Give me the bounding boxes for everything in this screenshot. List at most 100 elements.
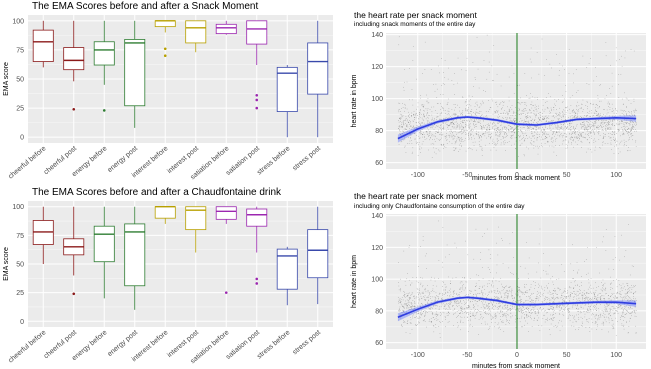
x-tick-label: 50 bbox=[563, 352, 571, 359]
scatter-point bbox=[433, 143, 435, 145]
scatter-point bbox=[581, 147, 582, 148]
scatter-point bbox=[408, 299, 410, 300]
scatter-point bbox=[626, 310, 627, 311]
scatter-point bbox=[630, 299, 632, 301]
scatter-point bbox=[568, 308, 569, 310]
scatter-point bbox=[569, 286, 570, 288]
scatter-point bbox=[520, 144, 522, 146]
scatter-point bbox=[428, 321, 430, 322]
scatter-point bbox=[600, 315, 601, 317]
scatter-point bbox=[476, 134, 477, 135]
scatter-point bbox=[630, 129, 632, 131]
scatter-point bbox=[625, 250, 627, 251]
scatter-point bbox=[434, 118, 435, 119]
scatter-point bbox=[478, 87, 480, 89]
box bbox=[246, 208, 268, 227]
scatter-point bbox=[586, 83, 588, 84]
scatter-point bbox=[560, 123, 562, 125]
scatter-point bbox=[472, 141, 474, 143]
scatter-point bbox=[524, 309, 525, 310]
scatter-point bbox=[468, 134, 469, 136]
scatter-point bbox=[444, 77, 446, 78]
scatter-point bbox=[423, 116, 425, 117]
scatter-point bbox=[633, 296, 634, 297]
scatter-point bbox=[569, 294, 571, 296]
scatter-point bbox=[631, 127, 632, 128]
scatter-point bbox=[619, 151, 621, 153]
scatter-point bbox=[552, 131, 554, 133]
scatter-point bbox=[544, 129, 545, 130]
scatter-point bbox=[583, 128, 585, 130]
scatter-point bbox=[625, 118, 627, 120]
scatter-point bbox=[632, 128, 633, 130]
scatter-point bbox=[457, 115, 459, 116]
x-axis-label: minutes from snack moment bbox=[472, 363, 560, 369]
scatter-point bbox=[576, 290, 578, 292]
scatter-point bbox=[600, 125, 601, 126]
scatter-point bbox=[553, 298, 555, 300]
scatter-point bbox=[429, 308, 430, 310]
scatter-point bbox=[516, 122, 517, 123]
scatter-point bbox=[526, 296, 527, 297]
scatter-point bbox=[579, 138, 580, 140]
scatter-point bbox=[593, 123, 594, 125]
scatter-point bbox=[454, 242, 456, 244]
scatter-point bbox=[537, 121, 539, 122]
scatter-point bbox=[513, 120, 514, 122]
scatter-point bbox=[489, 306, 490, 307]
scatter-point bbox=[475, 313, 477, 315]
scatter-point bbox=[432, 296, 434, 298]
scatter-point bbox=[502, 314, 503, 315]
scatter-point bbox=[589, 307, 591, 309]
scatter-point bbox=[595, 146, 596, 148]
scatter-point bbox=[556, 114, 558, 115]
scatter-point bbox=[419, 113, 420, 115]
scatter-point bbox=[559, 313, 560, 314]
scatter-point bbox=[401, 124, 402, 125]
scatter-point bbox=[582, 303, 584, 305]
scatter-point bbox=[400, 290, 401, 292]
scatter-point bbox=[404, 145, 406, 147]
scatter-point bbox=[602, 315, 604, 316]
scatter-point bbox=[587, 106, 588, 107]
scatter-point bbox=[468, 123, 470, 125]
scatter-point bbox=[419, 149, 421, 150]
scatter-point bbox=[420, 123, 422, 125]
scatter-point bbox=[435, 314, 437, 315]
scatter-point bbox=[524, 73, 526, 74]
scatter-point bbox=[561, 295, 562, 296]
scatter-point bbox=[553, 293, 554, 295]
scatter-point bbox=[503, 289, 504, 291]
smooth-line bbox=[397, 116, 637, 140]
scatter-point bbox=[435, 153, 437, 155]
scatter-point bbox=[527, 322, 528, 324]
scatter-point bbox=[623, 123, 624, 125]
scatter-point bbox=[523, 140, 525, 142]
scatter-point bbox=[542, 116, 544, 118]
scatter-point bbox=[431, 313, 433, 314]
scatter-point bbox=[456, 119, 457, 121]
scatter-point bbox=[505, 113, 507, 115]
scatter-point bbox=[633, 123, 635, 125]
scatter-point bbox=[624, 144, 625, 145]
scatter-point bbox=[486, 228, 488, 230]
scatter-point bbox=[532, 127, 533, 129]
scatter-point bbox=[446, 303, 448, 304]
scatter-point bbox=[631, 289, 633, 290]
scatter-point bbox=[504, 307, 506, 308]
scatter-point bbox=[626, 123, 627, 124]
scatter-point bbox=[462, 130, 464, 132]
scatter-point bbox=[582, 55, 584, 57]
scatter-point bbox=[445, 129, 447, 131]
scatter-point bbox=[557, 125, 559, 127]
scatter-point bbox=[476, 301, 478, 302]
scatter-point bbox=[459, 107, 461, 108]
scatter-point bbox=[449, 116, 451, 117]
scatter-point bbox=[487, 294, 489, 295]
scatter-point bbox=[511, 290, 512, 292]
scatter-point bbox=[568, 121, 570, 123]
scatter-point bbox=[616, 140, 618, 142]
scatter-point bbox=[521, 326, 522, 328]
scatter-point bbox=[607, 295, 609, 296]
scatter-point bbox=[507, 296, 509, 298]
